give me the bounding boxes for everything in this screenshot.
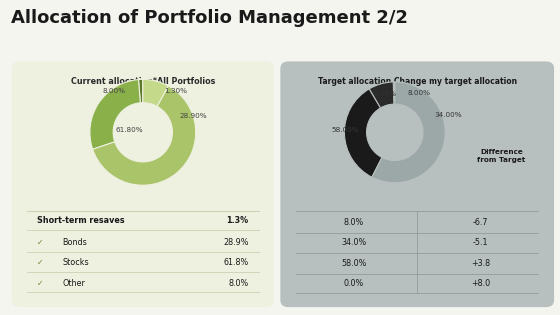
Text: 34.00%: 34.00% bbox=[434, 112, 461, 118]
Wedge shape bbox=[344, 89, 382, 177]
Text: 8.00%: 8.00% bbox=[102, 88, 125, 94]
Wedge shape bbox=[143, 79, 169, 106]
Wedge shape bbox=[372, 82, 445, 183]
Text: Current allocation*All Portfolios: Current allocation*All Portfolios bbox=[71, 77, 215, 86]
Wedge shape bbox=[90, 80, 141, 149]
Text: Allocation of Portfolio Management 2/2: Allocation of Portfolio Management 2/2 bbox=[11, 9, 408, 27]
Text: 0.0%: 0.0% bbox=[344, 279, 364, 288]
Text: Difference
from Target: Difference from Target bbox=[477, 149, 525, 163]
Text: 1.3%: 1.3% bbox=[226, 216, 249, 226]
Text: ✓: ✓ bbox=[37, 258, 43, 267]
Wedge shape bbox=[393, 82, 395, 104]
Text: -6.7: -6.7 bbox=[473, 218, 488, 226]
Wedge shape bbox=[369, 82, 394, 108]
FancyBboxPatch shape bbox=[281, 61, 554, 307]
Text: ✓: ✓ bbox=[37, 278, 43, 288]
Text: 28.9%: 28.9% bbox=[223, 238, 249, 247]
Text: 8.00%: 8.00% bbox=[408, 90, 431, 96]
Text: +3.8: +3.8 bbox=[471, 259, 490, 268]
Text: Other: Other bbox=[62, 278, 85, 288]
Text: ✓: ✓ bbox=[37, 238, 43, 247]
Text: 28.90%: 28.90% bbox=[179, 113, 207, 119]
Wedge shape bbox=[138, 79, 143, 103]
Wedge shape bbox=[92, 86, 195, 185]
Text: 58.0%: 58.0% bbox=[342, 259, 367, 268]
Text: 8.0%: 8.0% bbox=[344, 218, 364, 226]
Text: Stocks: Stocks bbox=[62, 258, 89, 267]
Text: +8.0: +8.0 bbox=[471, 279, 490, 288]
Text: -5.1: -5.1 bbox=[473, 238, 488, 247]
Text: 61.80%: 61.80% bbox=[116, 127, 143, 133]
Text: 1.30%: 1.30% bbox=[164, 88, 187, 94]
Text: Target allocation Change my target allocation: Target allocation Change my target alloc… bbox=[318, 77, 517, 86]
Text: 61.8%: 61.8% bbox=[223, 258, 249, 267]
Text: Short-term resaves: Short-term resaves bbox=[37, 216, 124, 226]
Text: 58.00%: 58.00% bbox=[332, 127, 359, 133]
Text: 34.0%: 34.0% bbox=[342, 238, 367, 247]
Text: 0.00%: 0.00% bbox=[373, 91, 396, 98]
Text: 8.0%: 8.0% bbox=[228, 278, 249, 288]
FancyBboxPatch shape bbox=[12, 61, 274, 307]
Text: Bonds: Bonds bbox=[62, 238, 87, 247]
